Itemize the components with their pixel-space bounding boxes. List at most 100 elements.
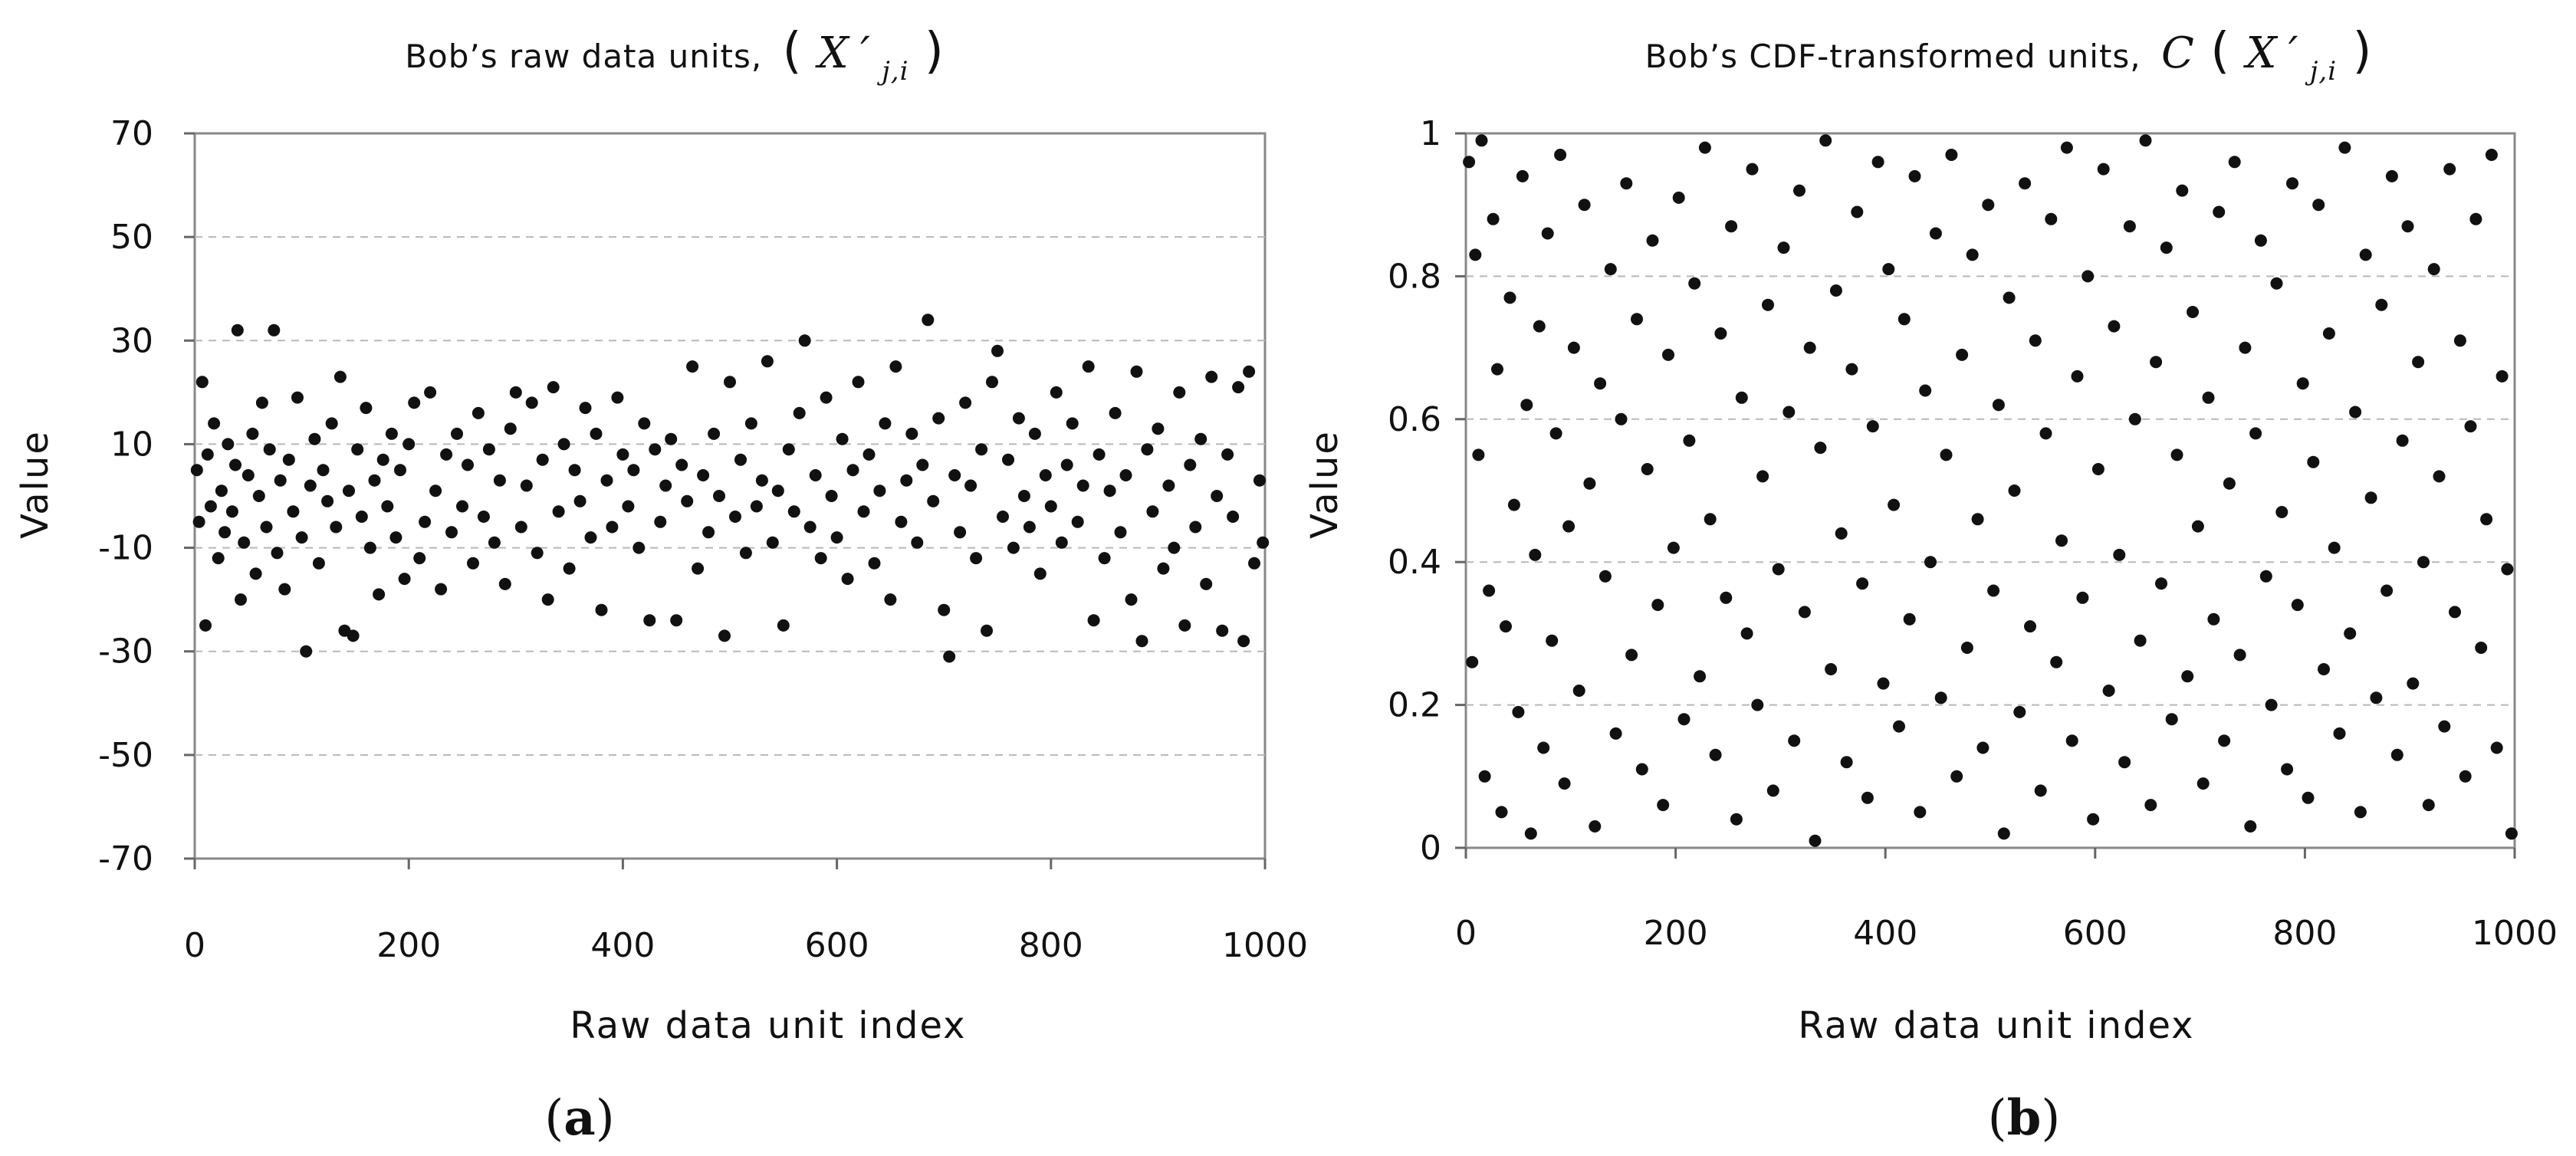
chart-a-title-open-paren: ( <box>783 23 803 80</box>
chart-a-point <box>841 573 854 586</box>
chart-b-point <box>2091 463 2104 475</box>
chart-a-point <box>798 334 811 347</box>
chart-a-point <box>997 511 1009 523</box>
chart-a-point <box>360 402 373 415</box>
chart-a-point <box>541 593 554 606</box>
chart-a-point <box>355 511 368 523</box>
chart-b-point <box>2249 427 2262 440</box>
chart-a-point <box>879 417 892 430</box>
chart-a-x-ticks: 0 200 400 600 800 1000 <box>184 859 1308 965</box>
chart-b-point <box>1615 412 1628 425</box>
chart-a-point <box>385 427 398 440</box>
chart-b-point <box>2223 477 2236 490</box>
chart-a-point <box>686 360 699 373</box>
chart-b-point <box>1463 156 1476 169</box>
chart-b-point <box>1956 348 1969 361</box>
chart-b-point <box>1746 163 1759 176</box>
chart-b-point <box>1871 156 1884 169</box>
chart-a-point <box>1248 557 1260 570</box>
chart-a-point <box>424 386 437 399</box>
chart-b-title-close-paren: ) <box>2352 23 2372 80</box>
chart-b-point <box>2407 677 2420 690</box>
chart-b-point <box>2218 734 2231 747</box>
chart-b-point <box>2344 627 2357 640</box>
chart-b-point <box>1982 199 1995 212</box>
chart-b-point <box>2449 606 2461 619</box>
chart-a-point <box>584 531 597 544</box>
chart-a-point <box>787 505 800 518</box>
chart-b-point <box>1997 827 2010 840</box>
chart-a-point <box>308 432 321 445</box>
chart-a-title: Bob’s raw data units, ( X ′ j,i ) <box>405 23 945 87</box>
chart-a-point <box>643 614 656 627</box>
chart-a-point <box>654 515 667 528</box>
chart-b-point <box>1533 320 1546 333</box>
chart-b-point <box>1507 498 1520 511</box>
chart-b-point <box>2338 141 2351 154</box>
chart-b-point <box>1558 777 1571 790</box>
chart-b-point <box>2496 369 2509 383</box>
chart-a-point <box>295 531 308 544</box>
chart-b-point <box>1512 705 1525 718</box>
chart-b-point <box>1814 442 1827 455</box>
chart-b-point <box>2505 827 2518 840</box>
chart-b-point <box>2097 163 2110 176</box>
chart-b-point <box>2108 320 2121 333</box>
chart-b-point <box>2118 756 2131 769</box>
chart-b-point <box>1589 820 1602 833</box>
chart-a-point <box>274 474 287 487</box>
chart-a-point <box>287 505 300 518</box>
chart-b-point <box>1677 713 1691 726</box>
chart-a-title-prime: ′ <box>860 28 871 78</box>
chart-a-point <box>970 552 983 565</box>
chart-b-point <box>1578 199 1591 212</box>
chart-a-point <box>1130 365 1143 378</box>
chart-b-point <box>1845 363 1858 376</box>
chart-a-point <box>231 323 244 337</box>
chart-b-point <box>1929 227 1942 240</box>
chart-a-point <box>1211 490 1224 502</box>
chart-b-point <box>1529 548 1542 561</box>
chart-a-point <box>1194 432 1208 445</box>
chart-b-point <box>2034 784 2047 797</box>
chart-a-point <box>927 494 940 507</box>
chart-a-point <box>252 490 265 502</box>
chart-b-point <box>2296 377 2309 390</box>
chart-b-point <box>1554 149 1567 161</box>
chart-b-point <box>1809 834 1822 847</box>
chart-b-point <box>1537 741 1550 754</box>
chart-a-point <box>1189 521 1202 534</box>
chart-a-point <box>718 629 731 642</box>
chart-a-point <box>1178 619 1191 632</box>
chart-a-title-var: X <box>815 28 850 78</box>
chart-b-point <box>2307 455 2320 468</box>
chart-b-point <box>2328 541 2341 554</box>
chart-b-ylabel: Value <box>1303 430 1346 539</box>
chart-b-point <box>1562 520 1576 533</box>
chart-b-point <box>2008 484 2021 497</box>
chart-a-point <box>863 448 876 461</box>
chart-a-point <box>215 484 228 498</box>
chart-b-point <box>1856 577 1869 590</box>
chart-b-point <box>1657 799 1670 812</box>
chart-a-point <box>488 536 501 549</box>
chart-a-point <box>413 552 426 565</box>
chart-a-plot-area <box>193 132 1267 860</box>
chart-b-point <box>1976 741 1990 754</box>
chart-a-point <box>905 427 918 440</box>
chart-a-point <box>278 583 291 596</box>
chart-b-point <box>2275 506 2288 518</box>
chart-a-point <box>857 505 870 518</box>
chart-a-y-tick-label: 10 <box>110 425 153 464</box>
chart-b-y-tick-label: 0 <box>1420 829 1441 868</box>
chart-a-point <box>1152 422 1165 435</box>
chart-a-point <box>713 490 725 502</box>
chart-a-y-tick-label: -30 <box>98 632 153 672</box>
chart-a-point <box>514 521 527 534</box>
chart-b-point <box>2244 820 2257 833</box>
chart-a-point <box>670 614 683 627</box>
chart-b-point <box>2239 341 2252 354</box>
chart-b-point <box>2134 634 2147 647</box>
chart-a-point <box>638 417 651 430</box>
chart-a-point <box>482 443 495 456</box>
